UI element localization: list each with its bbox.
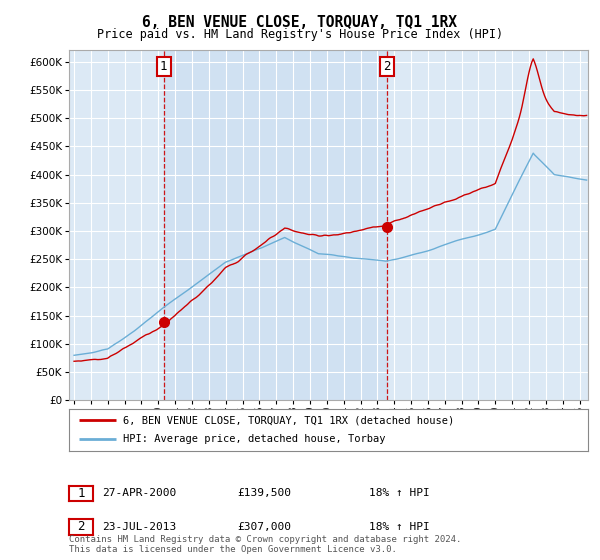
Text: 23-JUL-2013: 23-JUL-2013 — [102, 522, 176, 532]
Text: 2: 2 — [383, 60, 391, 73]
Text: 27-APR-2000: 27-APR-2000 — [102, 488, 176, 498]
Text: Price paid vs. HM Land Registry's House Price Index (HPI): Price paid vs. HM Land Registry's House … — [97, 28, 503, 41]
Text: 18% ↑ HPI: 18% ↑ HPI — [369, 488, 430, 498]
Text: HPI: Average price, detached house, Torbay: HPI: Average price, detached house, Torb… — [124, 435, 386, 445]
Text: £307,000: £307,000 — [237, 522, 291, 532]
Bar — [164, 50, 386, 400]
Text: Contains HM Land Registry data © Crown copyright and database right 2024.
This d: Contains HM Land Registry data © Crown c… — [69, 535, 461, 554]
Text: 18% ↑ HPI: 18% ↑ HPI — [369, 522, 430, 532]
Text: 1: 1 — [77, 487, 85, 500]
Text: 1: 1 — [160, 60, 167, 73]
Text: 6, BEN VENUE CLOSE, TORQUAY, TQ1 1RX: 6, BEN VENUE CLOSE, TORQUAY, TQ1 1RX — [143, 15, 458, 30]
Text: £139,500: £139,500 — [237, 488, 291, 498]
Text: 6, BEN VENUE CLOSE, TORQUAY, TQ1 1RX (detached house): 6, BEN VENUE CLOSE, TORQUAY, TQ1 1RX (de… — [124, 415, 455, 425]
Text: 2: 2 — [77, 520, 85, 534]
